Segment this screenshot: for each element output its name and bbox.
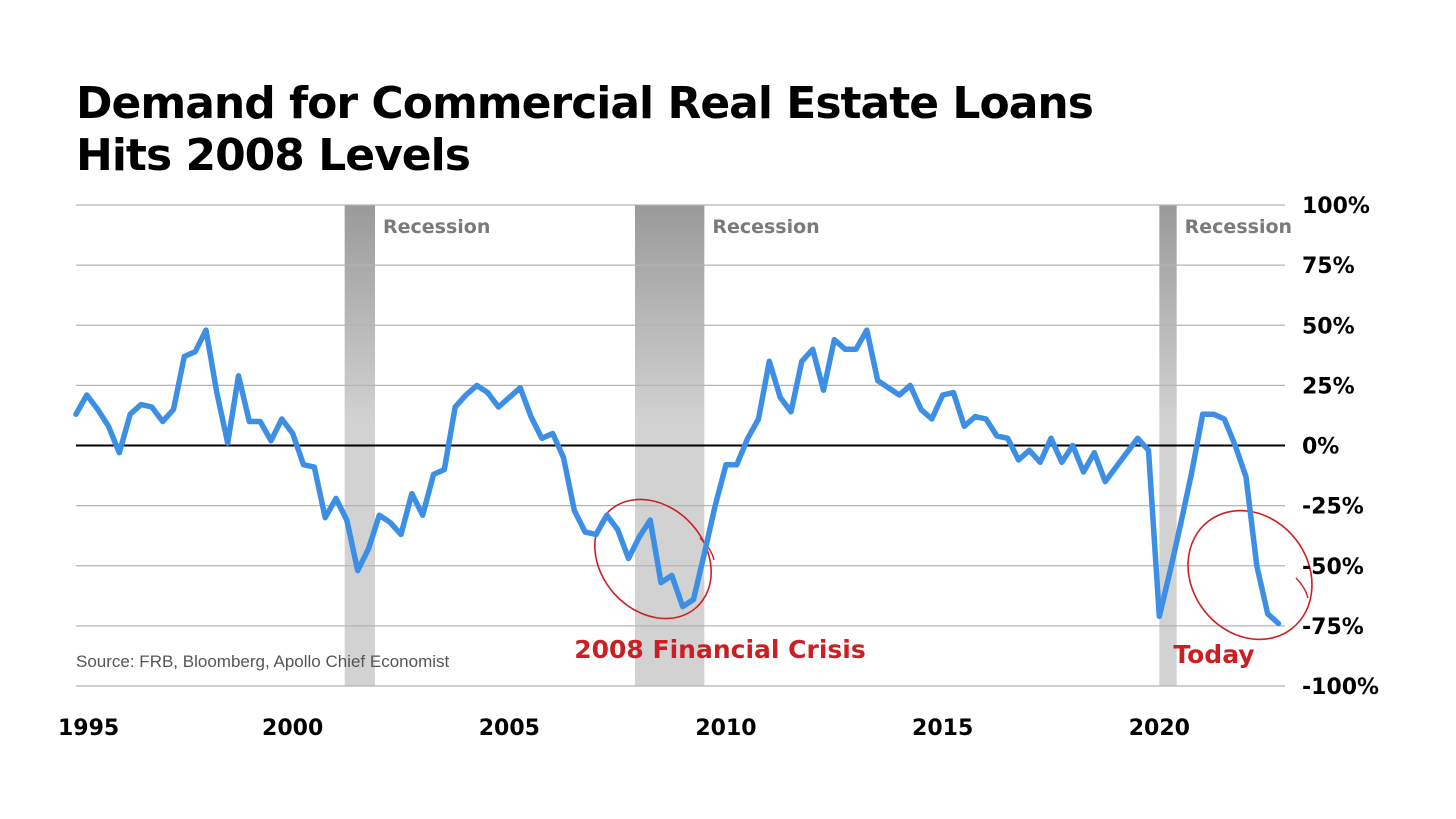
y-tick-label: 50% [1302,314,1355,339]
x-tick-label: 2005 [479,716,540,741]
chart-title: Demand for Commercial Real Estate Loans … [76,78,1226,182]
annotation-today: Today [1173,640,1254,669]
recession-label: Recession [712,216,819,238]
chart-title-line-1: Demand for Commercial Real Estate Loans [76,78,1094,129]
y-tick-label: -75% [1302,615,1364,640]
axis-ticks: 100% 75% 50% 25% 0% -25% -50% -75% -100% 1995 2000… [58,194,1379,741]
gridlines [76,204,1285,687]
y-tick-label: 75% [1302,254,1355,279]
crisis-circle [594,498,712,620]
x-tick-label: 2000 [262,716,323,741]
series-layer [73,327,1282,627]
x-tick-label: 1995 [58,716,119,741]
recession-label: Recession [383,216,490,238]
x-tick-label: 2015 [912,716,973,741]
y-tick-label: -25% [1302,495,1364,520]
today-circle-stroke [1295,577,1309,599]
y-tick-label: 0% [1302,435,1339,460]
y-tick-label: -50% [1302,555,1364,580]
x-tick-label: 2010 [695,716,756,741]
annotation-crisis: 2008 Financial Crisis [574,635,866,664]
annotations: 2008 Financial Crisis Today [574,498,1313,669]
today-circle [1187,509,1313,641]
source-note: Source: FRB, Bloomberg, Apollo Chief Eco… [76,652,450,671]
y-tick-label: 100% [1302,194,1370,219]
crisis-circle-stroke [699,537,715,561]
recession-label: Recession [1185,216,1292,238]
y-tick-label: 25% [1302,374,1355,399]
x-tick-label: 2020 [1129,716,1190,741]
series-line [73,327,1282,627]
chart-title-line-2: Hits 2008 Levels [76,130,471,181]
y-tick-label: -100% [1302,675,1379,700]
